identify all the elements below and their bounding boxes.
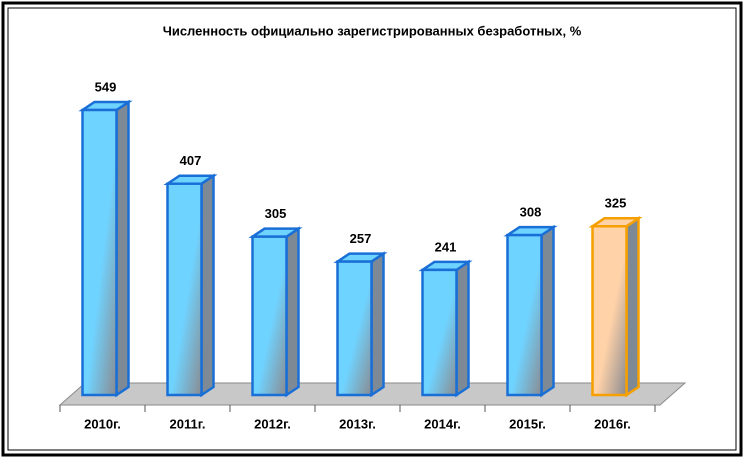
bar (78, 99, 133, 398)
x-tick-label: 2014г. (424, 416, 461, 431)
x-tick-label: 2012г. (254, 416, 291, 431)
bar-side (115, 99, 130, 398)
bar-side (200, 173, 215, 398)
bar-front (336, 260, 373, 397)
bar-front (591, 225, 628, 397)
bar-side (540, 224, 555, 398)
bar (248, 226, 303, 398)
inner-frame (7, 7, 737, 451)
bar-front (166, 182, 203, 397)
x-tick-label: 2015г. (509, 416, 546, 431)
bar-side (455, 259, 470, 398)
chart-title: Численность официально зарегистрированны… (163, 23, 582, 38)
bar (503, 224, 558, 398)
bar-front (81, 108, 118, 397)
data-label: 407 (180, 153, 202, 168)
x-tick-label: 2013г. (339, 416, 376, 431)
data-label: 308 (520, 205, 542, 220)
bar-side (625, 215, 640, 398)
x-tick-label: 2010г. (84, 416, 121, 431)
bar-front (421, 268, 458, 397)
bar (418, 259, 473, 398)
bar-front (506, 233, 543, 397)
bar-side (285, 226, 300, 398)
bar (163, 173, 218, 398)
data-label: 549 (95, 79, 117, 94)
data-label: 305 (265, 206, 287, 221)
bar-front (251, 235, 288, 397)
data-label: 325 (605, 196, 627, 211)
data-label: 257 (350, 231, 372, 246)
bar-side (370, 251, 385, 398)
x-tick-label: 2016г. (594, 416, 631, 431)
data-label: 241 (435, 239, 457, 254)
x-tick-label: 2011г. (170, 416, 206, 431)
bar (333, 251, 388, 398)
bar (588, 215, 643, 398)
